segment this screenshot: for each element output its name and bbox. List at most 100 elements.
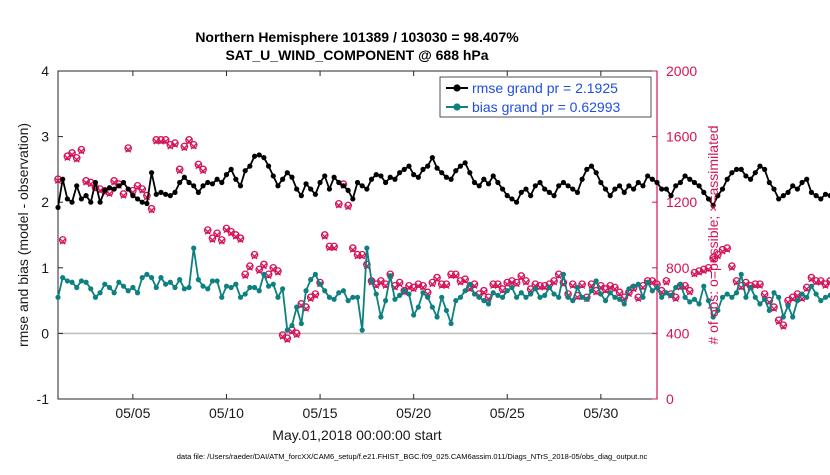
obs-assimilated-point (808, 276, 815, 283)
series-point-bias (382, 298, 389, 304)
series-point-bias (808, 283, 815, 289)
obs-assimilated-point (663, 279, 670, 286)
series-point-bias (804, 294, 810, 300)
y2-tick-label: 0 (666, 391, 674, 407)
y-tick-label: 3 (41, 129, 49, 145)
series-point-rmse (214, 176, 220, 182)
series-point-rmse (434, 165, 440, 171)
obs-possible-point (171, 139, 179, 148)
obs-possible-point (695, 267, 703, 275)
obs-possible-point (456, 277, 465, 285)
obs-possible-point (124, 144, 133, 152)
series-point-rmse (668, 193, 674, 199)
obs-assimilated-point (508, 279, 515, 286)
series-point-bias (345, 298, 351, 304)
series-point-bias (280, 286, 286, 292)
obs-assimilated-point (148, 207, 155, 214)
series-point-bias (602, 298, 609, 304)
series-point-rmse (373, 172, 379, 178)
series-point-bias (654, 284, 660, 291)
series-point-rmse (640, 183, 646, 189)
obs-possible-point (611, 283, 619, 292)
y-axis-label: rmse and bias (model - observation) (15, 123, 31, 347)
series-point-bias (659, 294, 665, 300)
series-point-rmse (705, 196, 712, 202)
series-point-bias (719, 294, 726, 300)
chart-subtitle: SAT_U_WIND_COMPONENT @ 688 hPa (225, 47, 488, 63)
obs-possible-point (320, 231, 329, 239)
obs-assimilated-point (555, 272, 562, 280)
series-point-rmse (490, 173, 496, 179)
series-point-rmse (570, 186, 576, 192)
series-point-rmse (111, 186, 117, 192)
obs-possible-point (199, 165, 207, 174)
series-point-rmse (102, 187, 108, 193)
series-point-bias (443, 307, 450, 314)
obs-possible-point (194, 160, 203, 169)
series-point-rmse (439, 170, 445, 176)
obs-assimilated-point (494, 282, 501, 289)
series-point-rmse (621, 189, 627, 195)
obs-possible-point (119, 190, 128, 198)
legend-marker-rmse (453, 84, 461, 92)
obs-possible-point (517, 272, 526, 280)
obs-assimilated-point (803, 286, 810, 293)
series-point-bias (514, 294, 520, 300)
obs-possible-point (246, 262, 254, 271)
series-point-rmse (701, 189, 707, 195)
x-tick-label: 05/05 (115, 405, 150, 421)
series-point-rmse (242, 168, 248, 174)
obs-assimilated-point (518, 274, 525, 281)
series-point-rmse (663, 186, 669, 192)
series-point-bias (785, 303, 791, 309)
obs-assimilated-point (242, 272, 249, 280)
series-point-rmse (818, 196, 824, 202)
series-point-rmse (457, 163, 464, 169)
x-axis-label: May.01,2018 00:00:00 start (272, 427, 442, 443)
series-point-bias (172, 284, 178, 291)
series-point-rmse (74, 183, 80, 189)
series-point-bias (457, 294, 464, 300)
series-point-rmse (392, 176, 398, 182)
plot-area (57, 70, 658, 400)
series-point-bias (523, 294, 529, 300)
obs-assimilated-point (312, 292, 319, 299)
data-file-footer: data file: /Users/raeder/DAI/ATM_forcXX/… (177, 452, 648, 461)
series-point-bias (640, 294, 646, 300)
obs-assimilated-point (274, 269, 282, 276)
series-point-rmse (354, 179, 361, 186)
obs-assimilated-point (504, 281, 511, 288)
series-point-rmse (289, 174, 295, 180)
series-point-bias (130, 284, 136, 291)
obs-assimilated-point (171, 141, 179, 148)
series-point-rmse (205, 179, 211, 186)
obs-possible-point (774, 316, 783, 325)
series-point-rmse (415, 174, 421, 180)
series-point-bias (242, 291, 248, 297)
obs-assimilated-point (822, 282, 829, 289)
obs-possible-point (400, 286, 409, 295)
series-point-bias (191, 245, 197, 251)
series-point-bias (322, 288, 328, 294)
series-point-bias (219, 294, 225, 300)
obs-assimilated-point (719, 248, 726, 255)
obs-possible-point (217, 236, 226, 244)
obs-possible-point (615, 288, 624, 297)
series-point-rmse (588, 163, 595, 169)
series-point-bias (420, 290, 426, 296)
series-point-bias (144, 271, 150, 277)
series-point-bias (485, 301, 492, 307)
obs-assimilated-point (480, 289, 487, 296)
obs-possible-point (522, 277, 530, 285)
series-point-bias (340, 288, 347, 294)
series-point-rmse (729, 170, 735, 176)
obs-assimilated-point (550, 279, 558, 286)
obs-assimilated-point (593, 289, 600, 296)
series-point-bias (780, 314, 786, 320)
obs-assimilated-point (139, 187, 146, 194)
obs-possible-point (685, 286, 694, 295)
series-point-rmse (153, 191, 159, 197)
obs-assimilated-point (68, 151, 76, 158)
series-point-rmse (251, 153, 258, 159)
